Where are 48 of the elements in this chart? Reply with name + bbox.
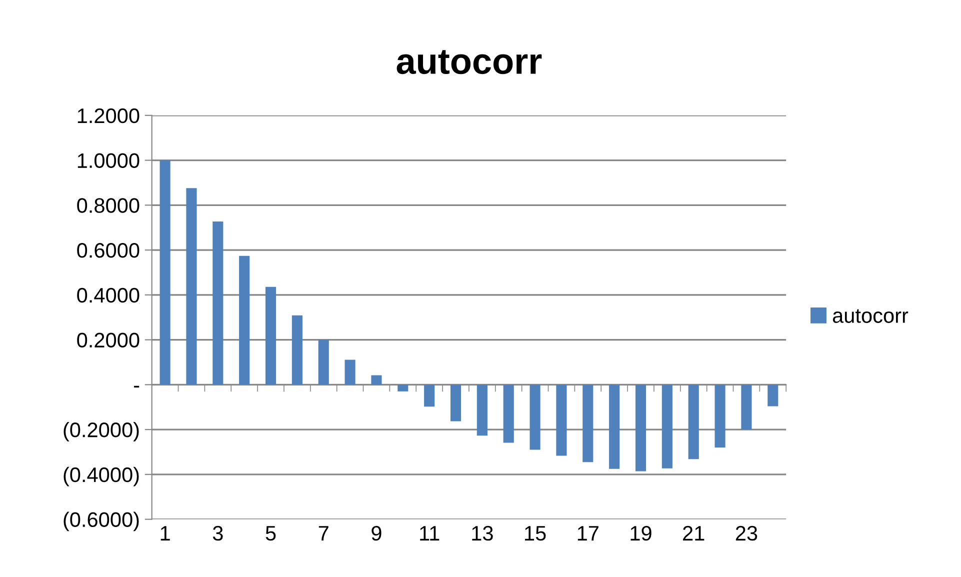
bar	[344, 360, 356, 385]
y-tick-label: -	[134, 386, 140, 388]
bar	[371, 375, 382, 385]
x-tick-label: 3	[212, 526, 223, 541]
y-tick-label: 1.0000	[78, 153, 140, 168]
x-tick-label: 11	[420, 526, 440, 540]
y-tick-label: 0.2000	[77, 332, 140, 348]
bar	[768, 384, 778, 406]
bar	[318, 340, 329, 385]
y-tick-label: 0.4000	[77, 288, 140, 303]
bar	[662, 384, 672, 468]
bar	[635, 384, 646, 472]
x-tick-label: 17	[578, 526, 598, 540]
y-tick-label: (0.6000)	[64, 512, 139, 532]
bar	[582, 384, 594, 462]
y-tick-label: (0.2000)	[64, 422, 139, 442]
bar	[212, 222, 224, 385]
x-tick-label: 13	[472, 526, 493, 541]
bar	[556, 384, 567, 456]
bar	[398, 384, 408, 392]
x-tick-label: 7	[318, 526, 328, 540]
bar	[688, 384, 699, 460]
bar	[530, 384, 540, 450]
chart-title: autocorr	[396, 50, 542, 74]
x-tick-label: 1	[160, 526, 170, 540]
y-tick-label: 1.2000	[78, 108, 140, 124]
bar	[714, 384, 726, 448]
bar	[476, 384, 488, 436]
legend-label: autocorr	[832, 309, 908, 323]
bar	[239, 256, 250, 385]
bar	[741, 384, 752, 430]
x-tick-label: 5	[266, 526, 276, 541]
x-tick-label: 9	[372, 526, 382, 541]
y-tick-label: 0.8000	[77, 198, 140, 213]
bar	[292, 315, 302, 385]
bar	[450, 384, 462, 422]
bar	[424, 384, 435, 407]
bar	[503, 384, 514, 443]
bar	[186, 188, 197, 385]
x-tick-label: 19	[630, 526, 652, 541]
bar	[160, 160, 170, 385]
bar	[609, 384, 620, 469]
x-tick-label: 21	[683, 526, 704, 540]
y-tick-label: (0.4000)	[64, 466, 139, 486]
x-tick-label: 15	[525, 526, 546, 541]
y-tick-label: 0.6000	[77, 243, 140, 258]
x-tick-label: 23	[736, 526, 758, 541]
bar	[265, 286, 276, 385]
